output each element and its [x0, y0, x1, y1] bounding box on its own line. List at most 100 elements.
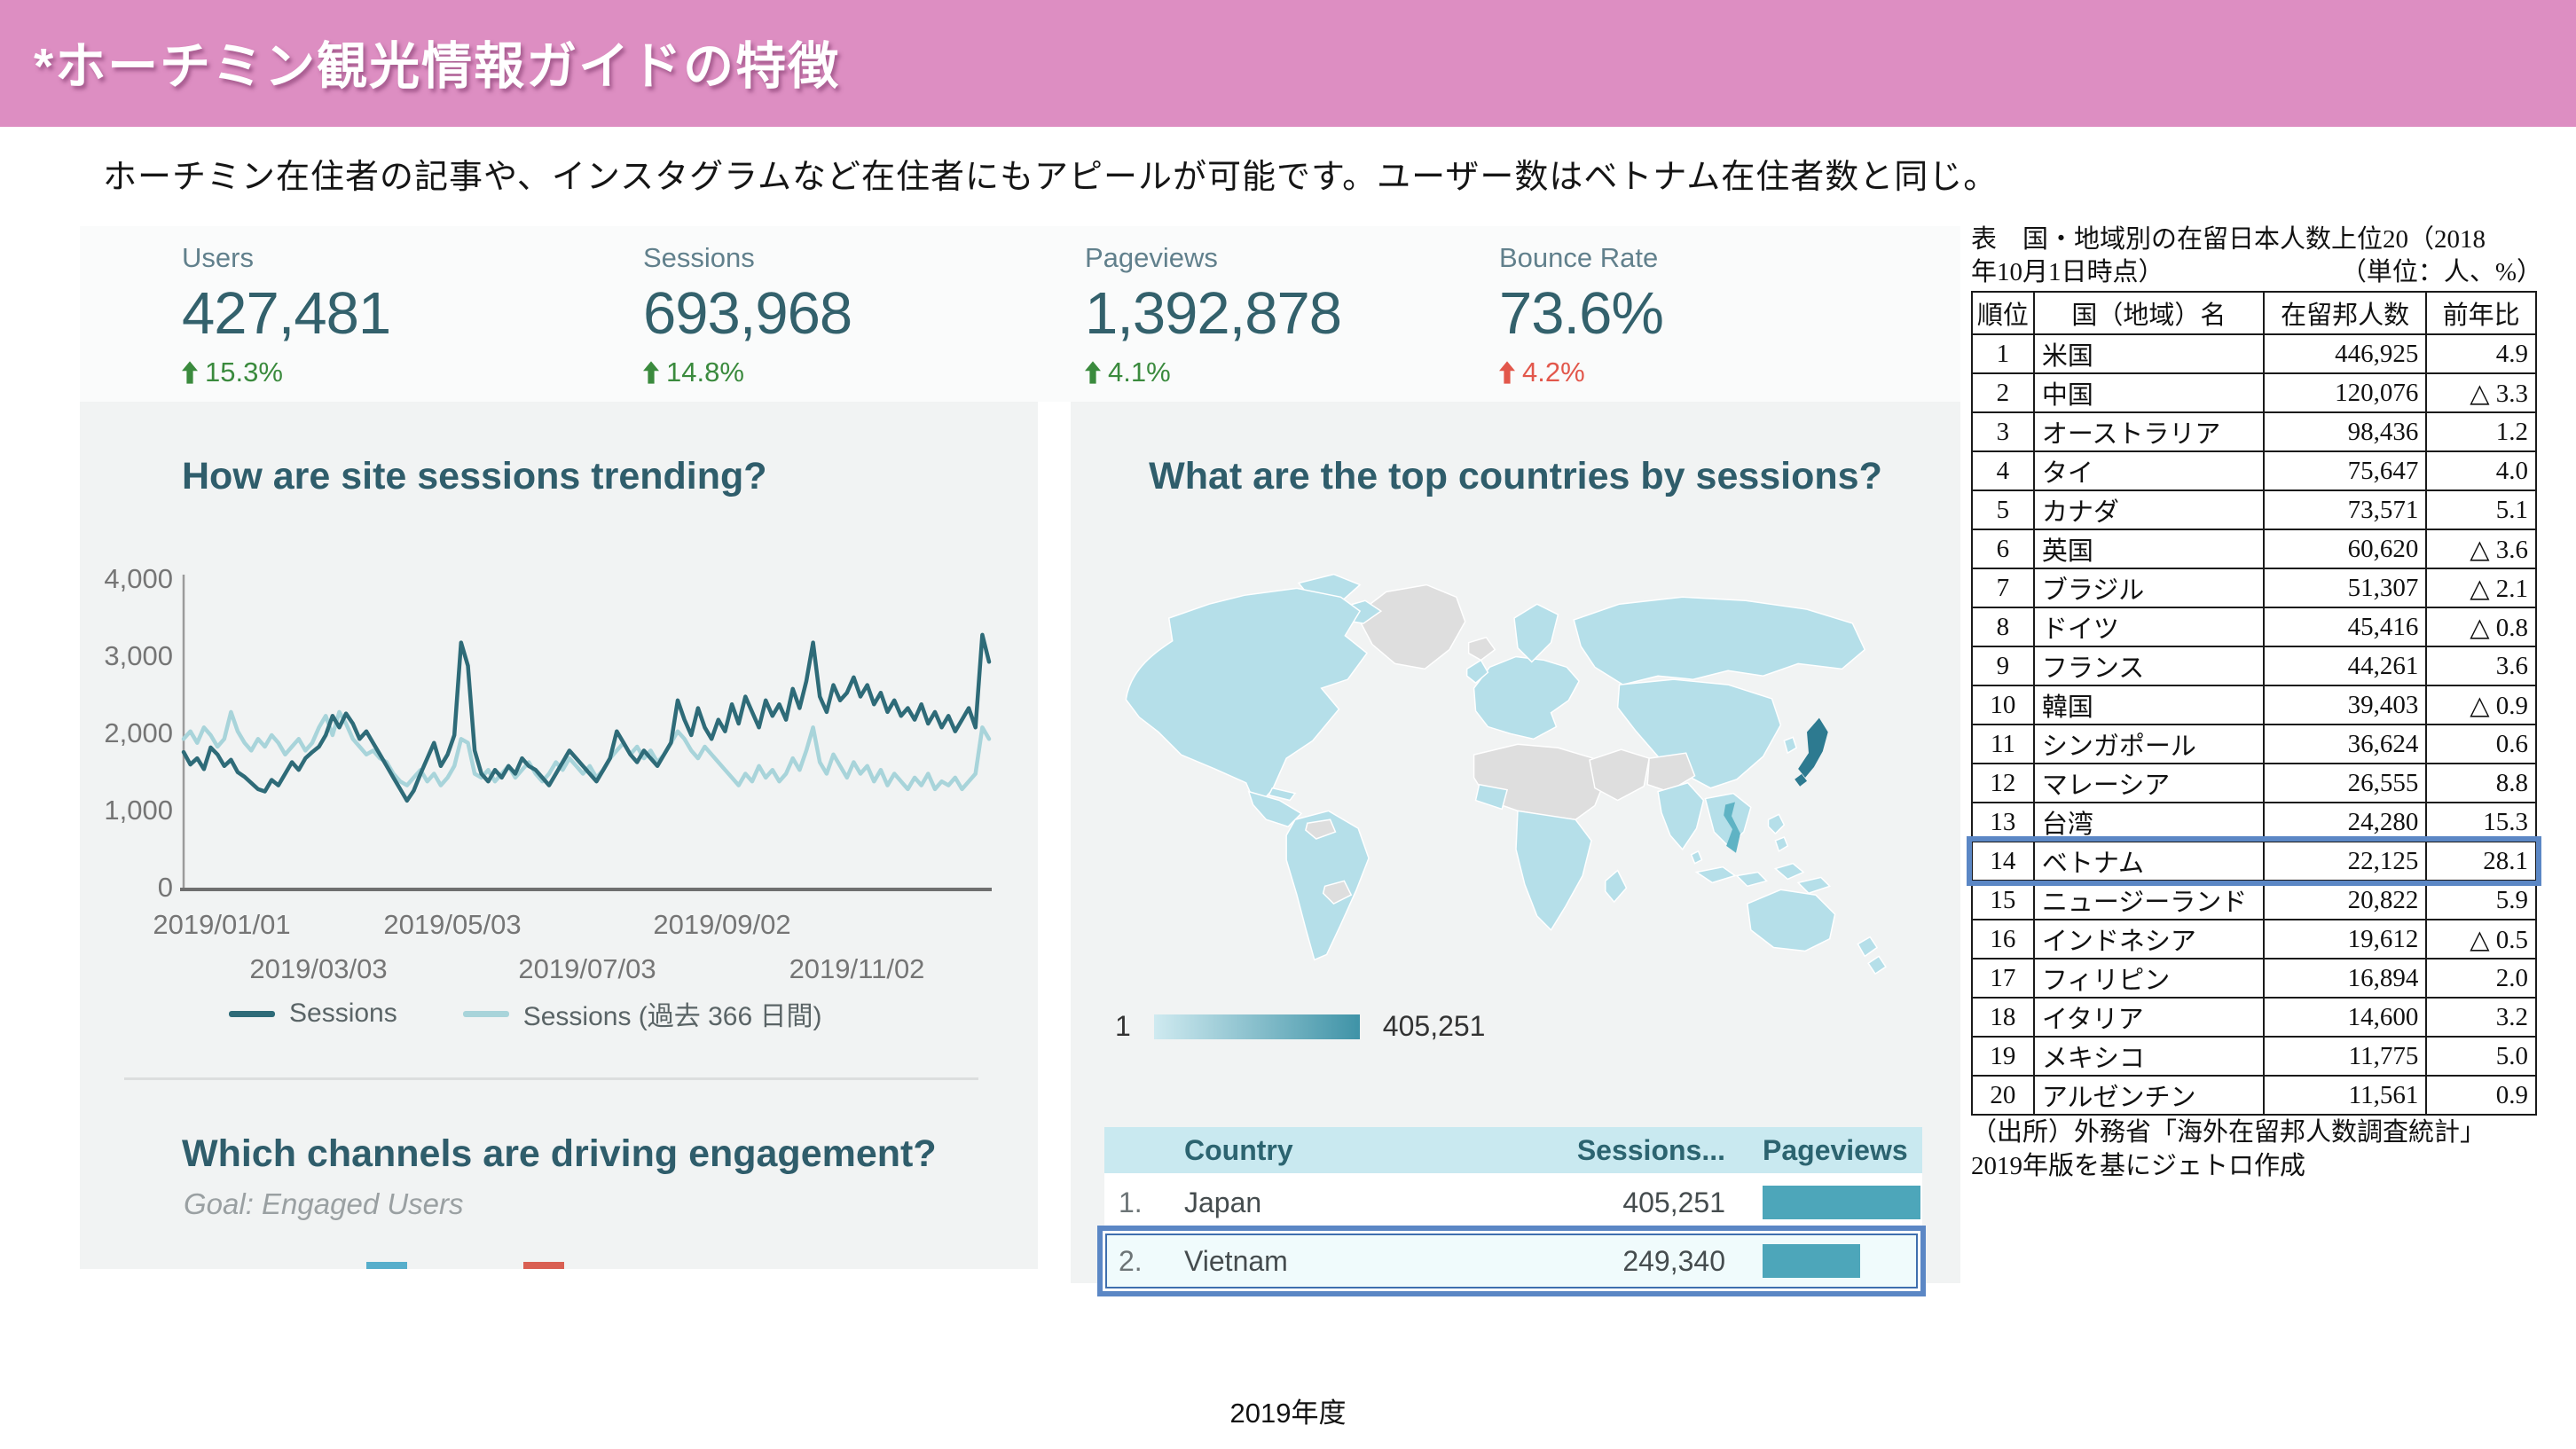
metric-delta: 4.1%: [1085, 356, 1511, 388]
cutoff-legend-swatch-blue: [366, 1262, 407, 1269]
land-new-zealand: [1857, 936, 1879, 958]
residents-cell: △ 0.5: [2425, 919, 2537, 959]
land-new-zealand-2: [1867, 955, 1887, 975]
legend-item-sessions: Sessions: [229, 999, 397, 1029]
residents-row: 17 フィリピン 16,894 2.0: [1971, 958, 2537, 999]
residents-cell: ブラジル: [2032, 568, 2265, 608]
land-iceland: [1467, 636, 1496, 662]
y-axis-tick: 0: [157, 872, 173, 903]
country-header: 国（地域）名: [2032, 291, 2265, 335]
country-sessions: 249,340: [1622, 1244, 1725, 1277]
residents-row: 1 米国 446,925 4.9: [1971, 333, 2537, 374]
metric-value: 427,481: [182, 280, 391, 347]
residents-cell: 22,125: [2262, 841, 2428, 881]
slide-header: *ホーチミン観光情報ガイドの特徴: [0, 0, 2576, 127]
residents-cell: 9: [1971, 646, 2035, 686]
land-indonesia-3: [1773, 862, 1805, 881]
residents-table-source-note: （出所）外務省「海外在留邦人数調査統計」: [1971, 1118, 2486, 1147]
residents-row: 13 台湾 24,280 15.3: [1971, 802, 2537, 842]
yoy-header: 前年比: [2425, 291, 2537, 335]
series-line-current: [181, 632, 992, 803]
residents-row: 2 中国 120,076 △ 3.3: [1971, 372, 2537, 413]
residents-cell: 2: [1971, 372, 2035, 413]
sessions-chart-title: How are site sessions trending?: [182, 455, 767, 497]
residents-count-header: 在留邦人数: [2262, 291, 2428, 335]
y-axis-tick: 3,000: [104, 640, 173, 671]
land-australia: [1747, 889, 1836, 952]
residents-cell: 15.3: [2425, 802, 2537, 842]
residents-row: 9 フランス 44,261 3.6: [1971, 646, 2537, 686]
metric-delta-value: 15.3%: [205, 356, 283, 388]
residents-cell: 8: [1971, 607, 2035, 647]
residents-cell: 中国: [2032, 372, 2265, 413]
residents-cell: 4.9: [2425, 333, 2537, 374]
land-russia: [1573, 596, 1866, 685]
residents-cell: アルゼンチン: [2032, 1075, 2265, 1116]
legend-label: Sessions (過去 366 日間): [522, 1002, 822, 1031]
country-rank: 1.: [1119, 1186, 1143, 1218]
residents-cell: メキシコ: [2032, 1036, 2265, 1077]
analytics-dashboard: Users 427,481 15.3% Sessions 693,968 14.…: [80, 226, 1960, 1296]
residents-cell: 11,561: [2262, 1075, 2428, 1116]
residents-cell: マレーシア: [2032, 763, 2265, 803]
land-scandinavia: [1513, 603, 1559, 663]
land-europe: [1473, 655, 1581, 740]
residents-cell: ベトナム: [2032, 841, 2265, 881]
x-axis-tick: 2019/05/03: [383, 909, 522, 940]
residents-cell: 60,620: [2262, 529, 2428, 569]
residents-cell: 26,555: [2262, 763, 2428, 803]
residents-cell: 19,612: [2262, 919, 2428, 959]
up-arrow-icon: [643, 361, 659, 384]
world-map: [1125, 573, 1887, 975]
residents-cell: 2.0: [2425, 958, 2537, 999]
x-axis-tick: 2019/07/03: [518, 953, 656, 984]
residents-cell: 98,436: [2262, 411, 2428, 452]
residents-cell: 36,624: [2262, 724, 2428, 764]
land-north-america: [1125, 587, 1369, 809]
x-axis-tick: 2019/11/02: [789, 953, 925, 984]
scale-min-label: 1: [1115, 1010, 1131, 1042]
pageviews-bar: [1763, 1186, 1920, 1219]
x-axis-tick: 2019/01/01: [153, 909, 291, 940]
residents-row: 3 オーストラリア 98,436 1.2: [1971, 411, 2537, 452]
residents-cell: 0.6: [2425, 724, 2537, 764]
residents-cell: ドイツ: [2032, 607, 2265, 647]
residents-cell: △ 3.6: [2425, 529, 2537, 569]
slide-title: *ホーチミン観光情報ガイドの特徴: [34, 38, 841, 95]
residents-cell: 3: [1971, 411, 2035, 452]
land-bolivia: [1322, 880, 1353, 905]
residents-cell: 英国: [2032, 529, 2265, 569]
residents-cell: △ 0.8: [2425, 607, 2537, 647]
metric-sessions: Sessions 693,968 14.8%: [643, 242, 1069, 388]
land-cuba: [1268, 787, 1297, 802]
up-arrow-icon: [1085, 361, 1101, 384]
scale-max-label: 405,251: [1382, 1010, 1486, 1042]
series-line-previous: [181, 709, 992, 792]
legend-label: Sessions: [289, 999, 397, 1028]
residents-cell: 73,571: [2262, 490, 2428, 530]
sessions-trend-card: How are site sessions trending? 4,000 3,…: [80, 402, 1038, 1269]
up-arrow-icon: [1499, 361, 1515, 384]
metric-label: Users: [182, 242, 254, 273]
section-divider: [124, 1077, 978, 1080]
land-indonesia-2: [1735, 871, 1768, 888]
metric-users: Users 427,481 15.3%: [182, 242, 608, 388]
sessions-column-header: Sessions...: [1576, 1133, 1725, 1166]
land-vietnam: [1724, 802, 1740, 853]
metric-delta: 15.3%: [182, 356, 608, 388]
residents-cell: インドネシア: [2032, 919, 2265, 959]
top-countries-table: Country Sessions... Pageviews 1. Japan 4…: [1097, 1127, 1926, 1296]
residents-row: 5 カナダ 73,571 5.1: [1971, 490, 2537, 530]
residents-row: 4 タイ 75,647 4.0: [1971, 450, 2537, 491]
land-west-africa: [1474, 783, 1509, 811]
rank-header: 順位: [1971, 291, 2035, 335]
residents-cell: 446,925: [2262, 333, 2428, 374]
y-axis-tick: 4,000: [104, 563, 173, 594]
land-mexico: [1247, 790, 1303, 828]
residents-cell: △ 0.9: [2425, 685, 2537, 725]
country-sessions: 405,251: [1622, 1186, 1725, 1218]
residents-row: 20 アルゼンチン 11,561 0.9: [1971, 1075, 2537, 1116]
country-rank: 2.: [1119, 1244, 1143, 1277]
residents-cell: 20: [1971, 1075, 2035, 1116]
residents-row: 11 シンガポール 36,624 0.6: [1971, 724, 2537, 764]
